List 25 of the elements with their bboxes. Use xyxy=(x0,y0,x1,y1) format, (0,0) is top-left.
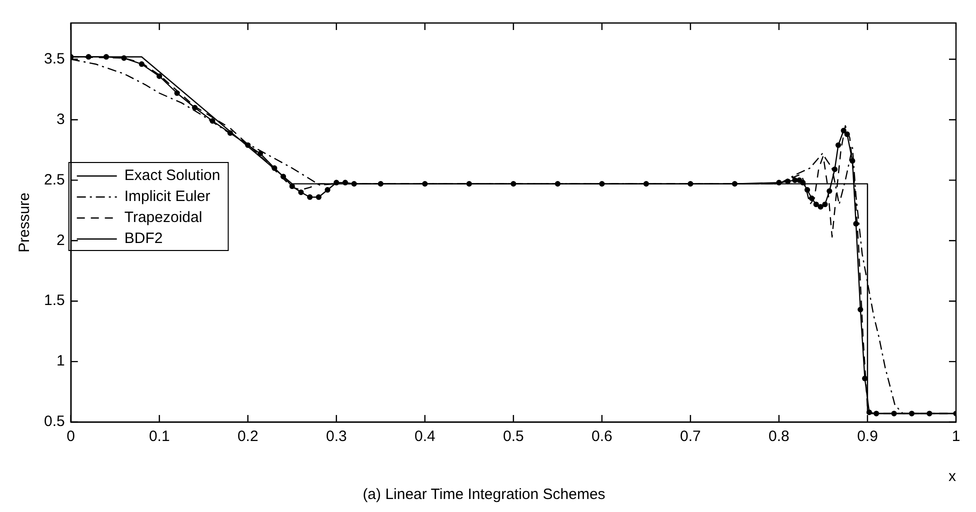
x-tick-label: 0.4 xyxy=(414,428,436,446)
x-tick-label: 0.3 xyxy=(326,428,347,446)
y-tick-label: 2.5 xyxy=(44,171,65,188)
x-tick-label: 1 xyxy=(952,428,960,446)
y-tick-label: 2 xyxy=(56,232,65,249)
legend-label: Exact Solution xyxy=(124,167,220,184)
x-tick-label: 0.1 xyxy=(148,428,170,446)
x-tick-label: 0.2 xyxy=(237,428,258,446)
x-tick-label: 0.7 xyxy=(680,428,701,446)
y-tick-label: 1 xyxy=(56,352,65,370)
x-tick-label: 0.5 xyxy=(502,428,524,446)
x-tick-label: 0.6 xyxy=(592,428,612,446)
y-tick-label: 0.5 xyxy=(44,413,65,430)
x-tick-label: 0.8 xyxy=(768,428,790,446)
y-tick-label: 1.5 xyxy=(44,292,65,310)
legend-label: Implicit Euler xyxy=(124,188,210,206)
x-tick-label: 0.9 xyxy=(857,428,878,446)
legend-label: Trapezoidal xyxy=(124,209,202,226)
y-tick-label: 3 xyxy=(56,110,65,128)
text: (a) Linear Time Integration Schemes xyxy=(362,486,606,504)
x-tick-label: 0 xyxy=(66,428,76,446)
legend-label: BDF2 xyxy=(124,230,163,248)
y-tick-label: 3.5 xyxy=(44,50,65,68)
y-axis-title: Pressure xyxy=(16,192,34,253)
x-axis-title: x xyxy=(948,468,956,486)
